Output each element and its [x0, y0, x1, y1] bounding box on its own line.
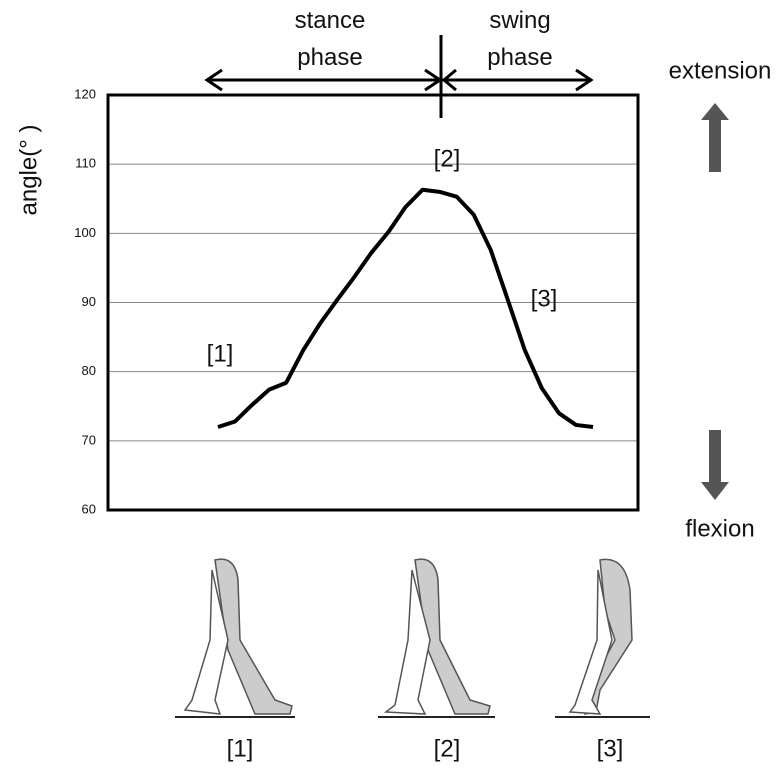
y-tick-label: 110	[75, 156, 96, 171]
point-label: [1]	[207, 340, 234, 367]
y-tick-label: 70	[82, 432, 96, 447]
phase-arrows	[204, 35, 594, 118]
data-line	[217, 187, 594, 429]
y-tick-label: 90	[82, 294, 96, 309]
up-arrow	[701, 103, 729, 172]
point-label: [2]	[434, 145, 461, 172]
figure-label: [1]	[227, 735, 254, 762]
y-axis-label: angle(° )	[15, 125, 42, 216]
figure-label: [3]	[597, 735, 624, 762]
y-tick-label: 80	[82, 363, 96, 378]
swing-phase-label: swing phase	[487, 7, 553, 71]
stance-phase-label: stance phase	[294, 7, 366, 71]
down-arrow	[701, 430, 729, 500]
plot-frame	[106, 93, 640, 512]
y-tick-label: 120	[74, 86, 96, 101]
extension-label: extension	[669, 57, 772, 84]
flexion-label: flexion	[685, 515, 754, 542]
y-tick-label: 100	[74, 225, 96, 240]
y-tick-label: 60	[82, 501, 96, 516]
leg-illustrations	[175, 558, 650, 718]
figure-label: [2]	[434, 735, 461, 762]
point-label: [3]	[531, 285, 558, 312]
